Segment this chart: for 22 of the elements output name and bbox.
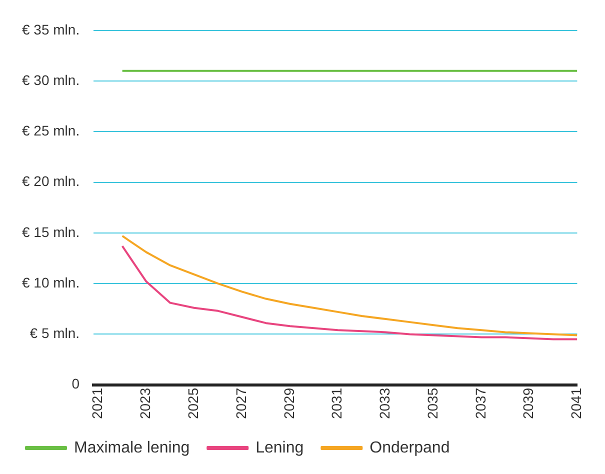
y-tick-label: € 35 mln. bbox=[22, 21, 80, 38]
x-tick-label: 2039 bbox=[520, 388, 536, 420]
legend-label: Lening bbox=[256, 439, 304, 456]
x-tick-label: 2031 bbox=[328, 388, 345, 420]
y-tick-label: € 15 mln. bbox=[22, 224, 80, 240]
x-tick-label: 2037 bbox=[472, 388, 488, 420]
x-tick-label: 2041 bbox=[568, 388, 584, 420]
x-tick-label: 2035 bbox=[424, 388, 440, 420]
y-tick-label: € 25 mln. bbox=[22, 122, 80, 139]
legend-label: Maximale lening bbox=[74, 439, 190, 456]
x-tick-label: 2025 bbox=[185, 388, 201, 420]
x-tick-label: 2023 bbox=[137, 388, 154, 420]
y-tick-label: € 5 mln. bbox=[30, 325, 80, 342]
legend-label: Onderpand bbox=[370, 439, 450, 456]
y-tick-label: € 10 mln. bbox=[22, 274, 80, 290]
y-tick-label: 0 bbox=[72, 376, 80, 392]
x-tick-label: 2029 bbox=[280, 388, 297, 420]
x-tick-label: 2027 bbox=[232, 388, 249, 420]
x-tick-label: 2033 bbox=[376, 388, 393, 420]
y-tick-label: € 20 mln. bbox=[22, 173, 80, 190]
x-tick-label: 2021 bbox=[89, 388, 106, 420]
y-tick-label: € 30 mln. bbox=[22, 72, 80, 88]
